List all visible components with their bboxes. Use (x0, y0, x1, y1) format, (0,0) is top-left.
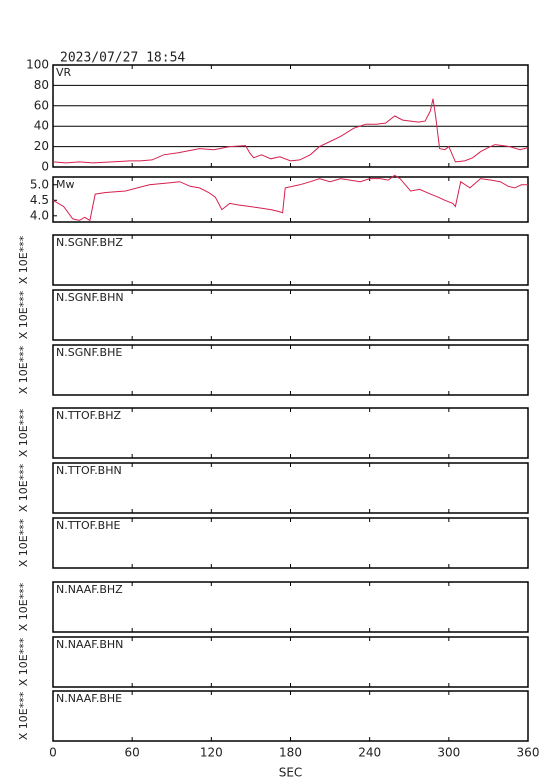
panel-frame (52, 690, 529, 742)
data-line (52, 98, 529, 164)
panel-frame (52, 407, 529, 459)
panel-label: N.NAAF.BHE (56, 692, 122, 705)
panel-label: Mw (56, 178, 75, 191)
y-axis-label: X 10E*** (17, 290, 30, 339)
y-tick-label: 4.5 (30, 193, 49, 207)
y-tick-label: 100 (26, 58, 49, 72)
y-axis-label: X 10E*** (17, 463, 30, 512)
y-axis-label: X 10E*** (17, 691, 30, 740)
y-axis-label: X 10E*** (17, 345, 30, 394)
x-axis-label: SEC (279, 766, 303, 780)
y-axis-label: X 10E*** (17, 518, 30, 567)
panel-label: N.SGNF.BHE (56, 346, 122, 359)
timestamp: 2023/07/27 18:54 (60, 51, 185, 66)
panel-frame (52, 64, 529, 168)
panel-frame (52, 344, 529, 396)
x-tick-label: 300 (437, 746, 460, 760)
x-tick-label: 240 (358, 746, 381, 760)
x-tick-label: 120 (200, 746, 223, 760)
y-axis-label: X 10E*** (17, 408, 30, 457)
panel-frame (52, 581, 529, 633)
x-tick-label: 60 (125, 746, 140, 760)
panel-label: N.NAAF.BHN (56, 638, 123, 651)
y-tick-label: 20 (34, 139, 49, 153)
panel-label: N.SGNF.BHN (56, 291, 124, 304)
panel-frame (52, 636, 529, 688)
x-tick-label: 180 (279, 746, 302, 760)
panel-frame (52, 289, 529, 341)
y-tick-label: 60 (34, 98, 49, 112)
x-tick-label: 360 (517, 746, 540, 760)
y-tick-label: 4.0 (30, 208, 49, 222)
panel-frame (52, 517, 529, 569)
panel-label: N.TTOF.BHE (56, 519, 121, 532)
y-axis-label: X 10E*** (17, 582, 30, 631)
x-tick-label: 0 (49, 746, 57, 760)
y-tick-label: 5.0 (30, 177, 49, 191)
y-axis-label: X 10E*** (17, 637, 30, 686)
y-tick-label: 40 (34, 119, 49, 133)
y-tick-label: 80 (34, 78, 49, 92)
y-axis-label: X 10E*** (17, 235, 30, 284)
panel-label: N.SGNF.BHZ (56, 236, 123, 249)
panel-frame (52, 462, 529, 514)
y-tick-label: 0 (41, 160, 49, 174)
data-line (52, 174, 528, 222)
panel-label: N.NAAF.BHZ (56, 583, 123, 596)
panel-label: N.TTOF.BHN (56, 464, 122, 477)
panel-label: N.TTOF.BHZ (56, 409, 122, 422)
panel-frame (52, 234, 529, 286)
panel-label: VR (56, 66, 72, 79)
